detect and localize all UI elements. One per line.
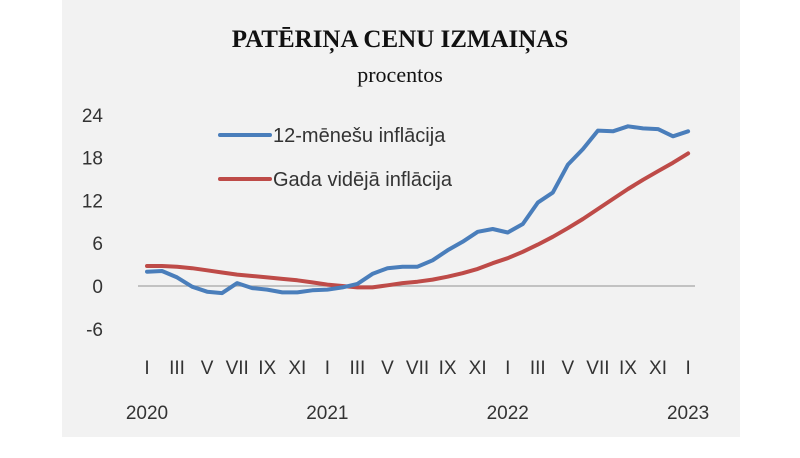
x-month-label: V bbox=[201, 358, 214, 379]
y-tick-label: 0 bbox=[92, 277, 103, 298]
x-month-label: III bbox=[530, 358, 546, 379]
x-month-label: V bbox=[561, 358, 574, 379]
x-month-label: IX bbox=[439, 358, 457, 379]
legend-label: 12-mēnešu inflācija bbox=[273, 125, 446, 147]
x-year-label: 2020 bbox=[126, 403, 168, 424]
x-month-label: VII bbox=[406, 358, 429, 379]
series-line bbox=[145, 124, 691, 296]
x-month-label: I bbox=[505, 358, 510, 379]
x-month-label: V bbox=[381, 358, 394, 379]
x-month-label: XI bbox=[469, 358, 487, 379]
x-month-label: I bbox=[144, 358, 149, 379]
x-month-label: III bbox=[169, 358, 185, 379]
x-month-label: XI bbox=[288, 358, 306, 379]
y-tick-label: 24 bbox=[82, 106, 104, 127]
x-month-label: VII bbox=[226, 358, 249, 379]
x-year-label: 2023 bbox=[667, 403, 709, 424]
chart-title: PATĒRIŅA CENU IZMAIŅAS bbox=[232, 26, 569, 54]
x-month-label: III bbox=[349, 358, 365, 379]
chart-background bbox=[62, 0, 740, 437]
y-tick-label: 18 bbox=[82, 149, 103, 170]
x-month-label: IX bbox=[619, 358, 637, 379]
series-line bbox=[145, 151, 691, 290]
x-month-label: IX bbox=[258, 358, 276, 379]
x-month-label: I bbox=[685, 358, 690, 379]
x-month-label: XI bbox=[649, 358, 667, 379]
x-month-label: VII bbox=[586, 358, 609, 379]
y-tick-label: 6 bbox=[92, 234, 103, 255]
y-tick-label: -6 bbox=[86, 320, 103, 341]
chart-subtitle: procentos bbox=[357, 62, 443, 87]
y-tick-label: 12 bbox=[82, 191, 103, 212]
x-year-label: 2022 bbox=[487, 403, 529, 424]
x-year-label: 2021 bbox=[306, 403, 348, 424]
legend-label: Gada vidējā inflācija bbox=[273, 169, 453, 191]
x-month-label: I bbox=[325, 358, 330, 379]
